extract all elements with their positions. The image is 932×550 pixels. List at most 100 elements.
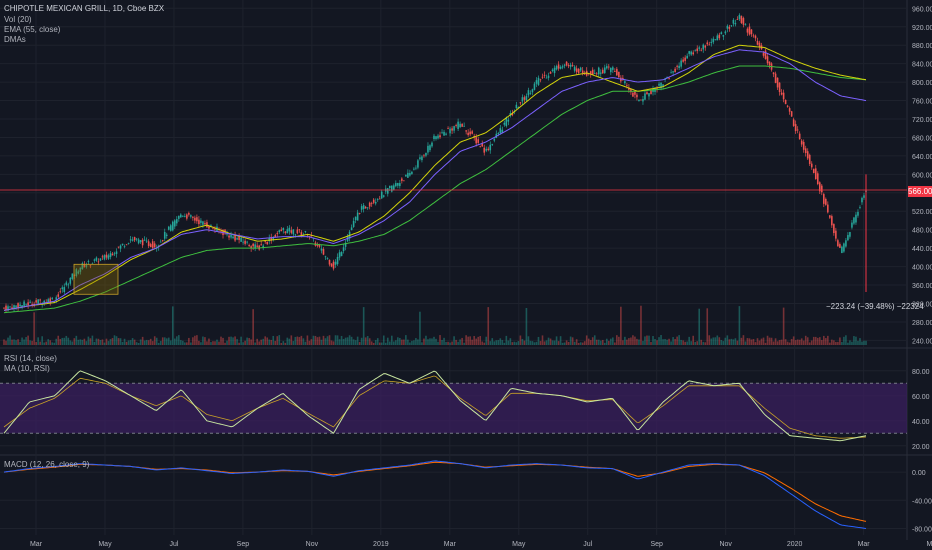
candle-body <box>589 71 592 75</box>
volume-bar <box>260 339 262 345</box>
candle-body <box>694 50 697 52</box>
volume-bar <box>178 335 180 345</box>
rsi-label[interactable]: RSI (14, close) <box>4 354 57 363</box>
volume-bar <box>268 339 271 345</box>
volume-bar <box>656 340 658 345</box>
volume-bar <box>19 341 21 345</box>
candle-body <box>724 31 727 34</box>
volume-bar <box>411 340 413 345</box>
volume-bar <box>620 306 622 345</box>
macd-label[interactable]: MACD (12, 26, close, 9) <box>4 460 90 469</box>
candle-body <box>630 88 632 93</box>
volume-bar <box>17 339 19 345</box>
indicator-lines <box>0 44 907 529</box>
candle-body <box>523 97 526 100</box>
volume-bar <box>776 341 779 345</box>
candle-body <box>706 42 709 45</box>
candle-body <box>427 145 429 153</box>
candle-body <box>352 220 355 227</box>
volume-bar <box>587 338 590 345</box>
volume-bar <box>103 342 106 345</box>
volume-bar <box>563 342 566 345</box>
candle-body <box>19 304 21 307</box>
candle-body <box>264 241 267 242</box>
candle-body <box>292 229 295 235</box>
candle-body <box>849 232 851 237</box>
candle-body <box>847 235 849 241</box>
candle-body <box>487 148 490 151</box>
volume-bar <box>537 336 540 345</box>
volume-bar <box>851 341 853 345</box>
candle-body <box>493 138 496 141</box>
candle-body <box>640 99 642 101</box>
candle-body <box>250 246 252 249</box>
volume-bar <box>139 339 142 345</box>
candle-body <box>748 26 751 35</box>
volume-bar <box>652 336 654 345</box>
volume-bar <box>346 337 349 345</box>
rsi-ma-label[interactable]: MA (10, RSI) <box>4 364 50 373</box>
candle-body <box>531 89 534 93</box>
candle-body <box>776 77 779 88</box>
candle-body <box>252 243 254 247</box>
candle-body <box>784 99 787 105</box>
indicator-label-dmas[interactable]: DMAs <box>4 35 26 44</box>
candle-body <box>716 35 719 41</box>
candle-body <box>676 65 678 67</box>
volume-bar <box>833 340 835 345</box>
indicator-label-vol[interactable]: Vol (20) <box>4 15 32 24</box>
volume-bar <box>451 341 453 345</box>
candle-body <box>176 219 178 224</box>
volume-bar <box>350 336 353 345</box>
volume-bar <box>750 339 753 345</box>
candle-body <box>328 259 331 265</box>
candle-body <box>457 121 459 129</box>
candle-body <box>577 69 580 73</box>
volume-bar <box>493 341 496 345</box>
dma-green-line <box>3 65 867 314</box>
volume-bar <box>105 338 108 345</box>
candle-body <box>212 228 214 230</box>
candle-body <box>543 74 546 76</box>
candle-body <box>186 214 188 219</box>
candle-body <box>111 253 114 256</box>
candle-body <box>453 126 455 131</box>
volume-bar <box>386 337 389 345</box>
volume-bar <box>692 335 694 345</box>
volume-bar <box>710 338 713 345</box>
volume-bar <box>601 339 604 345</box>
x-tick-label: Mar <box>858 541 871 548</box>
candle-body <box>284 231 287 233</box>
candle-body <box>240 237 242 242</box>
volume-bar <box>65 335 68 345</box>
volume-bar <box>519 335 522 345</box>
candle-body <box>196 217 198 222</box>
candle-body <box>103 255 106 260</box>
volume-bar <box>388 341 391 345</box>
volume-bar <box>318 336 321 345</box>
volume-bar <box>382 335 385 345</box>
volume-bar <box>214 341 216 345</box>
volume-bar <box>354 340 357 345</box>
volume-bar <box>525 307 528 345</box>
candle-body <box>798 133 801 140</box>
volume-bar <box>718 337 721 345</box>
candle-body <box>555 66 558 70</box>
rsi-line <box>3 370 867 442</box>
indicator-label-ema[interactable]: EMA (55, close) <box>4 25 61 34</box>
candle-body <box>61 287 64 290</box>
volume-bar <box>145 339 148 345</box>
volume-bar <box>91 335 94 345</box>
candle-body <box>499 128 502 134</box>
volume-bar <box>746 338 749 345</box>
candle-body <box>163 231 166 239</box>
volume-bar <box>306 335 309 345</box>
candle-body <box>238 235 240 240</box>
candle-body <box>680 60 682 67</box>
candle-body <box>583 73 586 75</box>
volume-bar <box>845 335 847 345</box>
candle-body <box>15 305 17 308</box>
volume-bar <box>459 339 461 345</box>
volume-bar <box>137 342 140 345</box>
